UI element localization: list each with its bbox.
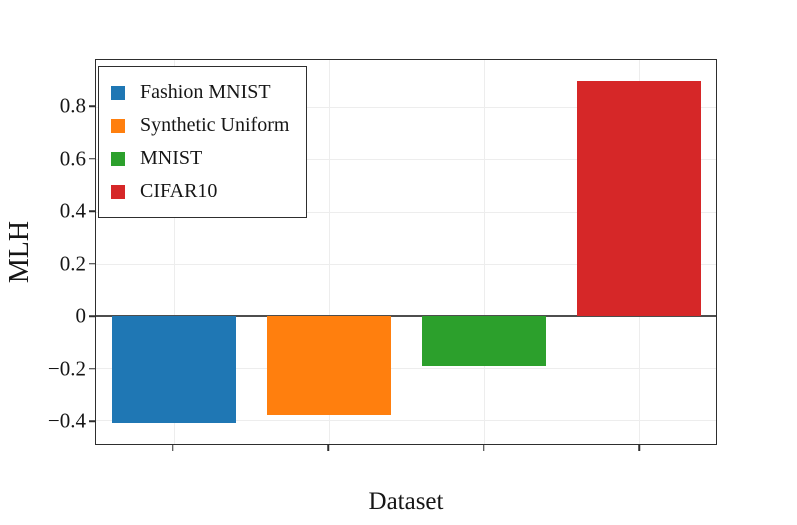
gridline-horizontal xyxy=(96,263,716,265)
bar-mnist xyxy=(421,316,546,366)
x-tick-mark xyxy=(172,445,174,451)
legend: Fashion MNIST Synthetic Uniform MNIST CIFAR… xyxy=(98,66,308,218)
y-tick-label: 0.2 xyxy=(59,251,86,276)
y-tick-mark xyxy=(89,368,95,370)
gridline-vertical xyxy=(328,60,330,444)
legend-label: Fashion MNIST xyxy=(140,81,271,103)
y-tick-mark xyxy=(89,210,95,213)
gridline-horizontal xyxy=(96,107,716,109)
legend-label: Synthetic Uniform xyxy=(140,114,290,136)
legend-label: CIFAR10 xyxy=(140,180,218,202)
y-tick-label: 0.4 xyxy=(59,198,86,223)
x-tick-mark xyxy=(327,445,329,451)
y-tick-mark xyxy=(89,263,95,265)
gridline-vertical xyxy=(483,60,485,444)
legend-swatch-icon xyxy=(111,118,125,133)
legend-label: MNIST xyxy=(140,147,203,169)
gridline-horizontal xyxy=(96,159,716,161)
plot-area xyxy=(95,59,717,445)
bar-fashion-mnist xyxy=(111,316,236,424)
legend-swatch-icon xyxy=(111,184,125,199)
legend-swatch-icon xyxy=(111,85,125,100)
y-tick-label: 0.8 xyxy=(59,93,86,118)
legend-item-cifar10: CIFAR10 xyxy=(111,175,289,208)
legend-swatch-icon xyxy=(111,151,125,166)
bar-synthetic-uniform xyxy=(266,316,391,416)
x-tick-mark xyxy=(483,445,485,451)
bar-cifar10 xyxy=(576,80,701,316)
y-tick-label: −0.2 xyxy=(47,356,86,381)
y-tick-mark xyxy=(89,105,95,107)
gridline-horizontal xyxy=(96,420,716,422)
legend-item-mnist: MNIST xyxy=(111,142,289,175)
y-tick-label: −0.4 xyxy=(47,408,86,433)
legend-item-synthetic-uniform: Synthetic Uniform xyxy=(111,109,289,142)
legend-item-fashion-mnist: Fashion MNIST xyxy=(111,76,289,109)
zero-line xyxy=(96,315,716,317)
gridline-vertical xyxy=(173,60,175,444)
gridline-horizontal xyxy=(96,211,716,213)
y-tick-label: 0.6 xyxy=(59,146,86,171)
y-tick-label: 0 xyxy=(75,303,87,328)
gridline-horizontal xyxy=(96,368,716,370)
x-axis-label: Dataset xyxy=(368,488,444,515)
y-tick-mark xyxy=(89,420,95,423)
x-tick-mark xyxy=(638,445,640,451)
y-tick-mark xyxy=(89,158,95,160)
y-tick-mark xyxy=(89,315,95,318)
